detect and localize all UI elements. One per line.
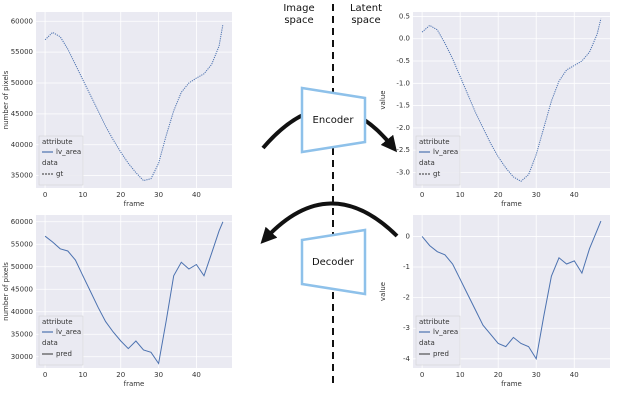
- x-axis-label: frame: [501, 380, 522, 388]
- y-tick-label: -1.0: [396, 79, 410, 87]
- x-tick-label: 40: [570, 191, 579, 199]
- x-axis-label: frame: [501, 200, 522, 208]
- x-tick-label: 30: [154, 191, 163, 199]
- y-axis-label: number of pixels: [2, 262, 10, 321]
- y-axis-label: number of pixels: [2, 70, 10, 129]
- x-axis-label: frame: [124, 200, 145, 208]
- x-tick-label: 20: [116, 371, 125, 379]
- y-tick-label: 60000: [11, 218, 33, 226]
- x-tick-label: 0: [420, 371, 424, 379]
- x-tick-label: 40: [570, 371, 579, 379]
- x-tick-label: 10: [456, 371, 465, 379]
- y-tick-label: 0: [406, 232, 410, 240]
- y-tick-label: 55000: [11, 240, 33, 248]
- legend-entry: lv_area: [56, 328, 81, 336]
- latent-space-label: Latent: [350, 3, 382, 14]
- x-tick-label: 20: [494, 371, 503, 379]
- x-tick-label: 10: [78, 371, 87, 379]
- y-tick-label: 45000: [11, 110, 33, 118]
- y-tick-label: -0.5: [396, 57, 410, 65]
- x-tick-label: 30: [532, 371, 541, 379]
- legend-box: [38, 315, 84, 366]
- x-tick-label: 30: [154, 371, 163, 379]
- legend-entry: gt: [56, 170, 63, 178]
- legend-box: [415, 135, 461, 186]
- latent-space-label: space: [351, 15, 380, 26]
- y-tick-label: -2.5: [396, 146, 410, 154]
- y-tick-label: -1: [403, 263, 410, 271]
- legend-subtitle: data: [419, 339, 435, 347]
- y-tick-label: 45000: [11, 285, 33, 293]
- y-tick-label: 35000: [11, 330, 33, 338]
- legend-title: attribute: [419, 318, 450, 326]
- legend-title: attribute: [42, 318, 73, 326]
- y-tick-label: -3.0: [396, 168, 410, 176]
- y-tick-label: -2.0: [396, 124, 410, 132]
- legend-entry: pred: [56, 350, 72, 358]
- y-tick-label: 40000: [11, 141, 33, 149]
- data-line: [44, 221, 224, 365]
- decode-arrow: [260, 201, 399, 244]
- x-tick-label: 40: [192, 191, 201, 199]
- image-space-label: space: [284, 15, 313, 26]
- legend-title: attribute: [419, 138, 450, 146]
- legend-entry: lv_area: [433, 328, 458, 336]
- legend-box: [38, 135, 84, 186]
- legend-box: [415, 315, 461, 366]
- encoder-label: Encoder: [313, 115, 355, 126]
- y-tick-label: -3: [403, 324, 410, 332]
- legend-subtitle: data: [42, 159, 58, 167]
- y-tick-label: 50000: [11, 263, 33, 271]
- legend-subtitle: data: [42, 339, 58, 347]
- y-tick-label: 40000: [11, 308, 33, 316]
- y-tick-label: 60000: [11, 17, 33, 25]
- encoder-box: [300, 86, 367, 154]
- x-tick-label: 0: [43, 191, 47, 199]
- y-tick-label: 50000: [11, 79, 33, 87]
- y-tick-label: 0.0: [399, 35, 410, 43]
- y-tick-label: 0.5: [399, 12, 410, 20]
- data-line: [421, 18, 602, 182]
- y-axis-label: value: [379, 282, 387, 301]
- x-tick-label: 30: [532, 191, 541, 199]
- x-tick-label: 10: [456, 191, 465, 199]
- y-axis-label: value: [379, 90, 387, 109]
- image-space-label: Image: [283, 3, 314, 14]
- data-line: [421, 220, 602, 361]
- legend-entry: pred: [433, 350, 449, 358]
- legend-subtitle: data: [419, 159, 435, 167]
- legend-entry: gt: [433, 170, 440, 178]
- y-tick-label: -4: [403, 355, 411, 363]
- x-tick-label: 40: [192, 371, 201, 379]
- x-axis-label: frame: [124, 380, 145, 388]
- y-tick-label: 30000: [11, 353, 33, 361]
- x-tick-label: 10: [78, 191, 87, 199]
- legend-title: attribute: [42, 138, 73, 146]
- x-tick-label: 0: [420, 191, 424, 199]
- y-tick-label: -1.5: [396, 102, 410, 110]
- legend-entry: lv_area: [433, 148, 458, 156]
- x-tick-label: 0: [43, 371, 47, 379]
- decoder-label: Decoder: [312, 257, 355, 268]
- y-tick-label: 55000: [11, 48, 33, 56]
- data-line: [44, 24, 224, 182]
- decoder-box: [300, 228, 367, 296]
- y-tick-label: -2: [403, 294, 410, 302]
- x-tick-label: 20: [494, 191, 503, 199]
- legend-entry: lv_area: [56, 148, 81, 156]
- x-tick-label: 20: [116, 191, 125, 199]
- y-tick-label: 35000: [11, 172, 33, 180]
